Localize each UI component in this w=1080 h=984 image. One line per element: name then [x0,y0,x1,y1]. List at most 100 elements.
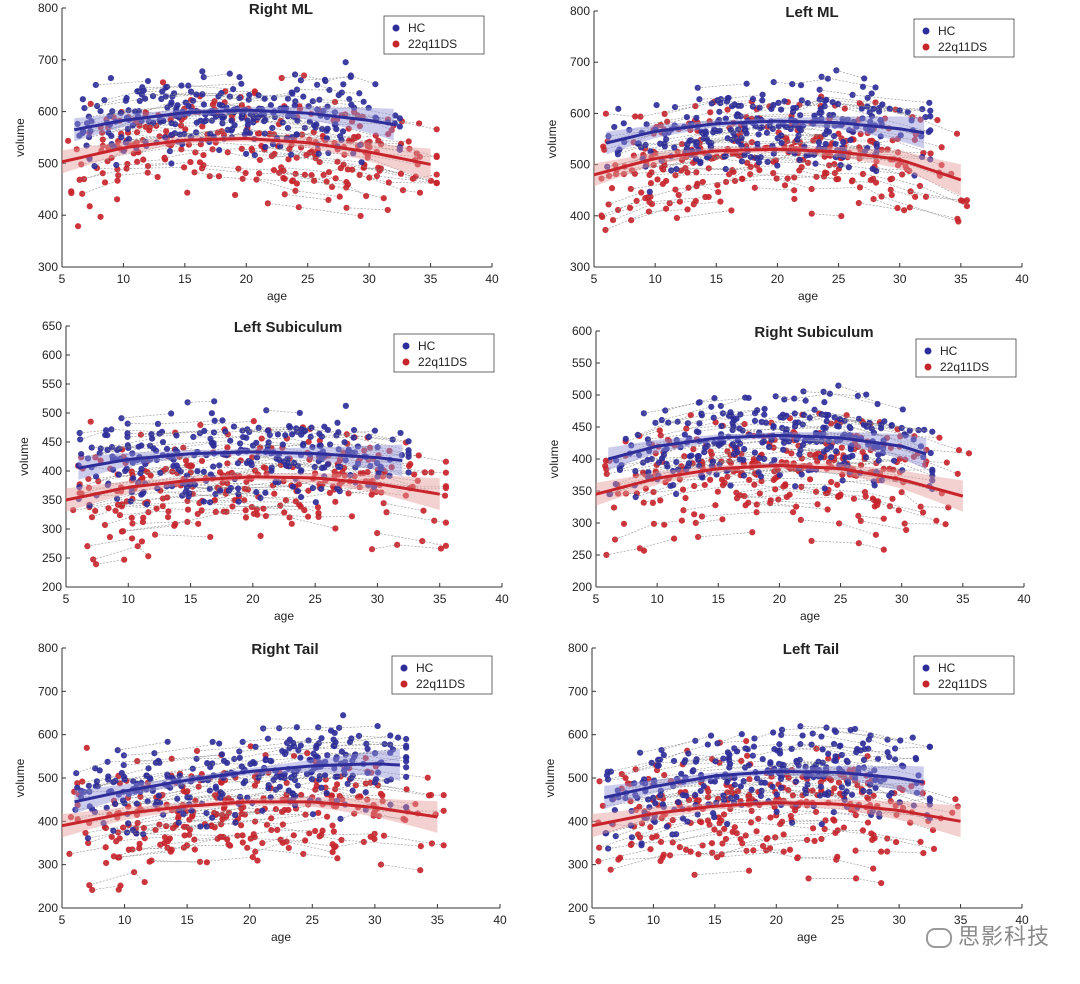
data-point [405,454,411,460]
y-axis-label: volume [17,437,31,476]
data-point [325,126,331,132]
subject-link [802,167,825,173]
data-point [842,454,848,460]
data-point [216,740,222,746]
data-point [790,105,796,111]
data-point [663,178,669,184]
x-tick-label: 30 [893,272,907,286]
data-point [201,499,207,505]
legend-marker [401,665,408,672]
data-point [199,91,205,97]
data-point [349,513,355,519]
x-tick-label: 30 [371,592,385,606]
y-tick-label: 350 [42,493,62,507]
data-point [184,190,190,196]
data-point [204,823,210,829]
subject-link [212,763,250,764]
data-point [966,450,972,456]
data-point [286,423,292,429]
data-point [375,723,381,729]
legend-marker [401,681,408,688]
subject-link [654,521,682,524]
data-point [309,776,315,782]
subject-link [372,545,397,549]
data-point [647,824,653,830]
data-point [140,157,146,163]
data-point [744,753,750,759]
data-point [708,404,714,410]
data-point [209,146,215,152]
data-point [134,159,140,165]
y-tick-label: 200 [38,901,58,915]
data-point [158,96,164,102]
data-point [782,182,788,188]
subject-link [204,74,230,77]
data-point [653,102,659,108]
data-point [761,406,767,412]
chart-title: Right ML [249,1,313,18]
subject-link [202,500,235,501]
data-point [108,133,114,139]
data-point [113,838,119,844]
data-point [190,434,196,440]
x-tick-label: 35 [431,913,445,927]
data-point [165,739,171,745]
subject-link [243,739,268,742]
y-axis-label: volume [13,118,27,157]
data-point [434,154,440,160]
subject-link [698,532,752,537]
data-point [777,821,783,827]
data-point [441,808,447,814]
subject-link [615,524,654,540]
x-axis-label: age [797,930,817,944]
data-point [238,81,244,87]
subject-link [798,857,836,859]
y-tick-label: 800 [570,4,590,18]
x-tick-label: 40 [1015,272,1029,286]
subject-link [93,546,138,559]
data-point [235,485,241,491]
data-point [834,482,840,488]
x-tick-label: 35 [954,272,968,286]
legend-label: HC [416,661,434,675]
data-point [171,523,177,529]
data-point [190,98,196,104]
y-tick-label: 800 [568,641,588,655]
x-tick-label: 25 [831,913,845,927]
data-point [778,107,784,113]
data-point [126,847,132,853]
data-point [145,78,151,84]
subject-link [856,878,881,883]
data-point [418,843,424,849]
data-point [161,840,167,846]
legend-label: HC [938,24,956,38]
data-point [199,458,205,464]
data-point [621,521,627,527]
data-point [192,846,198,852]
data-point [807,476,813,482]
data-point [142,879,148,885]
data-point [395,734,401,740]
y-axis-label: volume [13,758,27,797]
data-point [425,775,431,781]
data-point [955,471,961,477]
data-point [129,535,135,541]
subject-link [741,113,822,117]
data-point [191,169,197,175]
data-point [878,880,884,886]
data-point [420,508,426,514]
data-point [217,488,223,494]
data-point [373,776,379,782]
data-point [201,74,207,80]
data-point [647,846,653,852]
data-point [168,99,174,105]
data-point [680,487,686,493]
y-tick-label: 650 [42,319,62,333]
x-tick-label: 20 [773,592,787,606]
data-point [781,849,787,855]
data-point [139,538,145,544]
data-point [197,823,203,829]
